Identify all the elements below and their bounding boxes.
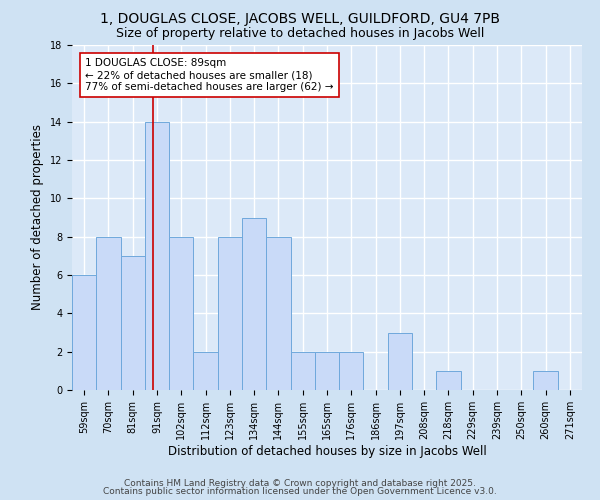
Bar bbox=[290, 352, 315, 390]
X-axis label: Distribution of detached houses by size in Jacobs Well: Distribution of detached houses by size … bbox=[167, 444, 487, 458]
Bar bbox=[121, 256, 145, 390]
Text: Size of property relative to detached houses in Jacobs Well: Size of property relative to detached ho… bbox=[116, 28, 484, 40]
Bar bbox=[242, 218, 266, 390]
Bar bbox=[72, 275, 96, 390]
Bar bbox=[169, 236, 193, 390]
Bar bbox=[266, 236, 290, 390]
Y-axis label: Number of detached properties: Number of detached properties bbox=[31, 124, 44, 310]
Text: 1 DOUGLAS CLOSE: 89sqm
← 22% of detached houses are smaller (18)
77% of semi-det: 1 DOUGLAS CLOSE: 89sqm ← 22% of detached… bbox=[85, 58, 334, 92]
Bar bbox=[436, 371, 461, 390]
Text: Contains public sector information licensed under the Open Government Licence v3: Contains public sector information licen… bbox=[103, 487, 497, 496]
Text: 1, DOUGLAS CLOSE, JACOBS WELL, GUILDFORD, GU4 7PB: 1, DOUGLAS CLOSE, JACOBS WELL, GUILDFORD… bbox=[100, 12, 500, 26]
Bar bbox=[315, 352, 339, 390]
Text: Contains HM Land Registry data © Crown copyright and database right 2025.: Contains HM Land Registry data © Crown c… bbox=[124, 478, 476, 488]
Bar bbox=[339, 352, 364, 390]
Bar bbox=[218, 236, 242, 390]
Bar bbox=[193, 352, 218, 390]
Bar bbox=[145, 122, 169, 390]
Bar bbox=[96, 236, 121, 390]
Bar bbox=[533, 371, 558, 390]
Bar bbox=[388, 332, 412, 390]
